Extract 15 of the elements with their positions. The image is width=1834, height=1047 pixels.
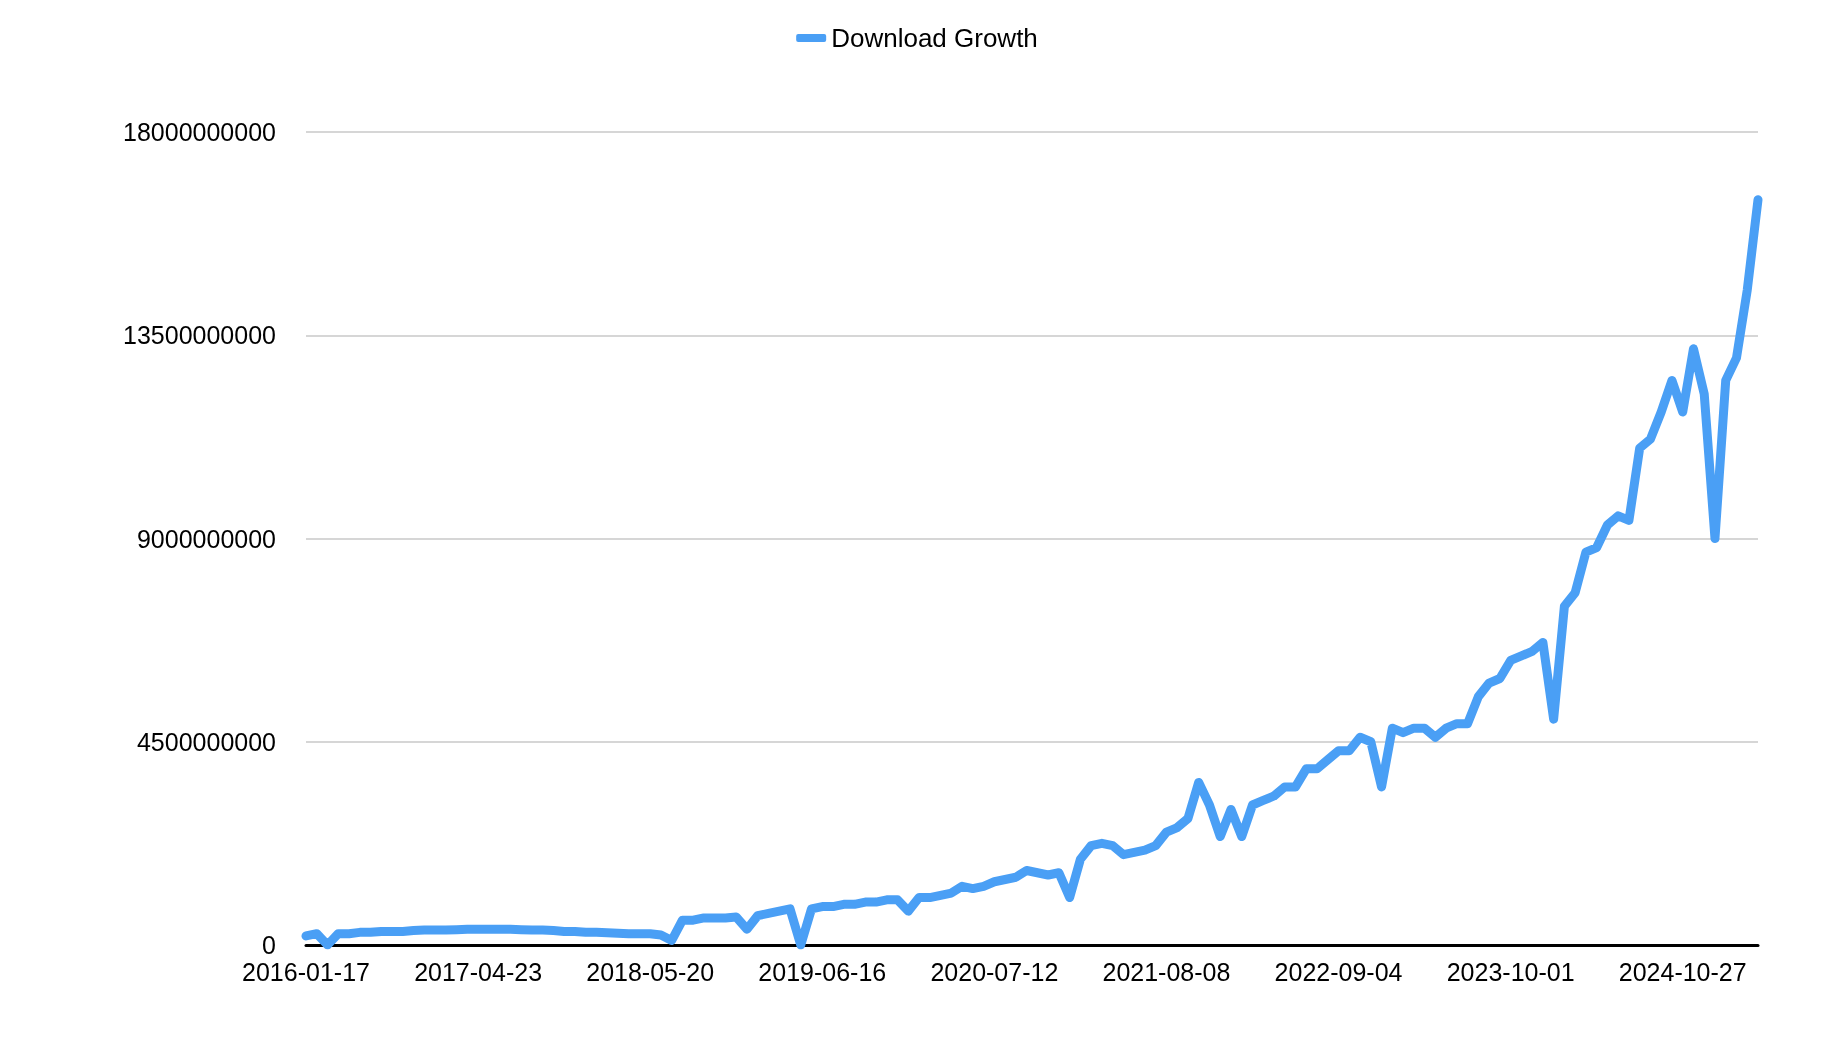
x-tick-label: 2021-08-08	[1102, 957, 1231, 986]
x-tick-label: 2017-04-23	[414, 957, 543, 986]
x-tick-label: 2022-09-04	[1274, 957, 1403, 986]
legend-label: Download Growth	[831, 23, 1038, 53]
y-tick-label: 18000000000	[123, 118, 276, 146]
x-tick-label: 2024-10-27	[1618, 957, 1747, 986]
x-tick-label: 2019-06-16	[758, 957, 887, 986]
y-tick-label: 4500000000	[136, 727, 276, 756]
x-tick-label: 2020-07-12	[930, 957, 1059, 986]
y-tick-label: 9000000000	[136, 524, 276, 553]
x-tick-label: 2018-05-20	[586, 957, 715, 986]
x-tick-label: 2023-10-01	[1446, 957, 1575, 986]
y-tick-label: 0	[262, 931, 276, 959]
y-tick-label: 13500000000	[123, 321, 276, 350]
x-tick-label: 2016-01-17	[242, 957, 370, 986]
